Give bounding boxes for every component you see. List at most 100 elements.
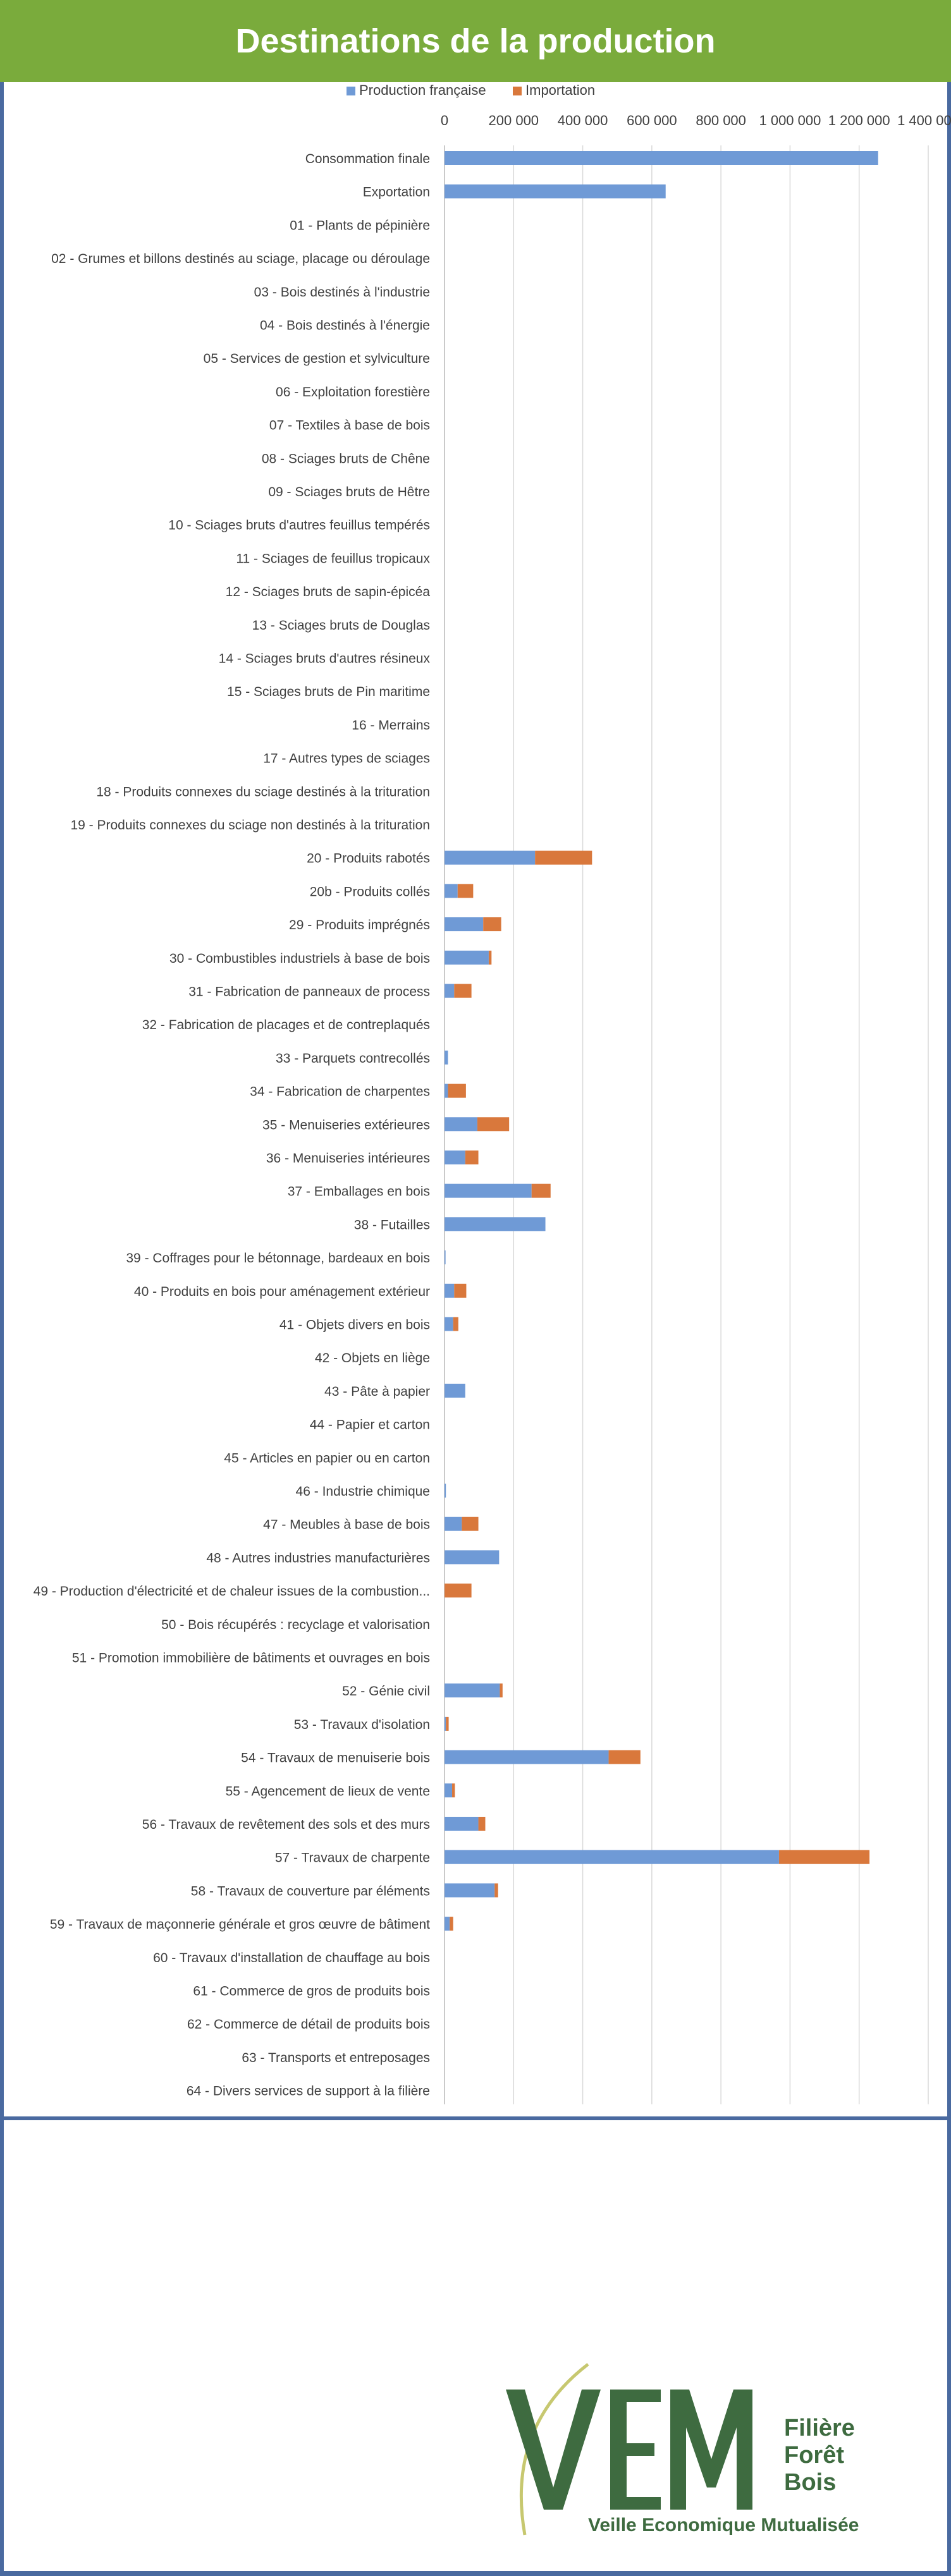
bar-segment [778, 1850, 870, 1864]
category-label: 37 - Emballages en bois [288, 1185, 430, 1199]
bar-segment [445, 1883, 495, 1898]
x-tick-label: 1 000 000 [759, 113, 821, 128]
bar-segment [445, 1317, 453, 1331]
bar-segment [454, 1283, 467, 1298]
legend-label: Production française [359, 82, 486, 98]
bar-segment [531, 1183, 551, 1198]
bar-segment [445, 184, 666, 198]
category-label: 62 - Commerce de détail de produits bois [187, 2017, 430, 2032]
x-tick-label: 0 [441, 113, 448, 128]
category-label: 61 - Commerce de gros de produits bois [193, 1984, 430, 1999]
category-label: 30 - Combustibles industriels à base de … [169, 951, 430, 966]
bar-segment [445, 1783, 453, 1798]
category-label: 59 - Travaux de maçonnerie générale et g… [50, 1917, 430, 1932]
bar-segment [445, 151, 878, 165]
bar-segment [445, 1183, 532, 1198]
category-label: 49 - Production d'électricité et de chal… [34, 1584, 430, 1599]
category-label: 09 - Sciages bruts de Hêtre [268, 485, 430, 499]
bar-segment [445, 1383, 465, 1398]
category-label: 55 - Agencement de lieux de vente [226, 1784, 430, 1798]
category-labels: Consommation finale Exportation 01 - Plant… [34, 152, 431, 2099]
bar-segment [445, 850, 536, 865]
category-label: 44 - Papier et carton [310, 1418, 430, 1432]
bar-segment [445, 1283, 455, 1298]
category-label: 08 - Sciages bruts de Chêne [262, 451, 430, 466]
category-label: 10 - Sciages bruts d'autres feuillus tem… [168, 518, 430, 533]
category-label: 58 - Travaux de couverture par éléments [191, 1884, 430, 1898]
vem-logo: Filière Forêt Bois Veille Economique Mut… [493, 2352, 898, 2541]
category-label: 03 - Bois destinés à l'industrie [254, 285, 430, 300]
category-label: 45 - Articles en papier ou en carton [224, 1451, 430, 1465]
logo-foret: Forêt [784, 2442, 844, 2469]
category-label: 57 - Travaux de charpente [275, 1851, 430, 1865]
bar-segment [477, 1117, 510, 1132]
category-label: 02 - Grumes et billons destinés au sciag… [51, 252, 430, 266]
category-label: 50 - Bois récupérés : recyclage et valor… [161, 1618, 430, 1632]
category-label: 17 - Autres types de sciages [263, 752, 430, 766]
category-label: 42 - Objets en liège [315, 1351, 430, 1365]
x-axis-ticks: 0 200 000 400 000 600 000 800 000 1 000 000 1 … [441, 113, 951, 128]
x-tick-label: 1 400 000 [897, 113, 951, 128]
legend-label: Importation [525, 82, 595, 98]
bars [445, 151, 878, 1931]
bar-segment [608, 1750, 641, 1764]
bar-segment [483, 917, 501, 932]
bar-segment [445, 984, 455, 998]
category-label: 20 - Produits rabotés [307, 852, 430, 866]
bar-segment [445, 1517, 462, 1531]
category-label: 35 - Menuiseries extérieures [262, 1118, 430, 1132]
logo-bois: Bois [784, 2469, 837, 2496]
bar-segment [445, 1250, 446, 1265]
grid-lines [444, 145, 929, 2104]
bar-segment [445, 1217, 546, 1231]
category-label: Exportation [363, 185, 430, 200]
category-label: 48 - Autres industries manufacturières [206, 1551, 430, 1565]
bar-segment [478, 1817, 486, 1831]
category-label: 33 - Parquets contrecollés [276, 1051, 430, 1066]
title-bar: Destinations de la production [0, 0, 951, 82]
bar-segment [445, 1716, 446, 1731]
x-tick-label: 400 000 [558, 113, 608, 128]
vem-logo-graphic [506, 2363, 752, 2536]
category-label: 34 - Fabrication de charpentes [250, 1085, 430, 1099]
category-label: 46 - Industrie chimique [296, 1484, 430, 1499]
bar-segment [452, 1783, 455, 1798]
bar-segment [453, 1317, 458, 1331]
section-separator [4, 2116, 947, 2120]
bar-segment [445, 1817, 479, 1831]
category-label: 36 - Menuiseries intérieures [266, 1151, 430, 1166]
bar-segment [445, 1584, 472, 1598]
category-label: 54 - Travaux de menuiserie bois [241, 1751, 430, 1766]
legend-swatch [513, 87, 522, 95]
category-label: 01 - Plants de pépinière [290, 218, 430, 233]
legend: Production française Importation [347, 82, 595, 98]
category-label: 15 - Sciages bruts de Pin maritime [227, 685, 430, 699]
category-label: 51 - Promotion immobilière de bâtiments … [72, 1651, 430, 1666]
bar-segment [446, 1716, 449, 1731]
bar-segment [445, 1683, 500, 1698]
category-label: 29 - Produits imprégnés [289, 918, 430, 932]
category-label: 52 - Génie civil [342, 1684, 430, 1699]
bar-segment [494, 1883, 498, 1898]
bar-segment [445, 1084, 448, 1098]
x-tick-label: 1 200 000 [828, 113, 890, 128]
category-label: 38 - Futailles [354, 1218, 430, 1232]
bar-segment [445, 950, 489, 965]
logo-filiere: Filière [784, 2415, 855, 2441]
category-label: 12 - Sciages bruts de sapin-épicéa [226, 585, 431, 599]
bar-segment [445, 884, 458, 898]
bar-segment [445, 1550, 500, 1565]
category-label: 20b - Produits collés [310, 884, 430, 899]
page-title: Destinations de la production [235, 22, 716, 60]
bar-segment [457, 884, 474, 898]
category-label: 04 - Bois destinés à l'énergie [260, 319, 430, 333]
bar-segment [445, 1850, 779, 1864]
bar-segment [445, 1151, 465, 1164]
category-label: 56 - Travaux de revêtement des sols et d… [142, 1817, 430, 1832]
bar-segment [448, 1084, 466, 1098]
category-label: 16 - Merrains [352, 718, 430, 733]
x-tick-label: 200 000 [489, 113, 539, 128]
bar-segment [445, 1117, 477, 1132]
stacked-bar-chart: Production française Importation 0 200 000… [34, 82, 951, 2104]
